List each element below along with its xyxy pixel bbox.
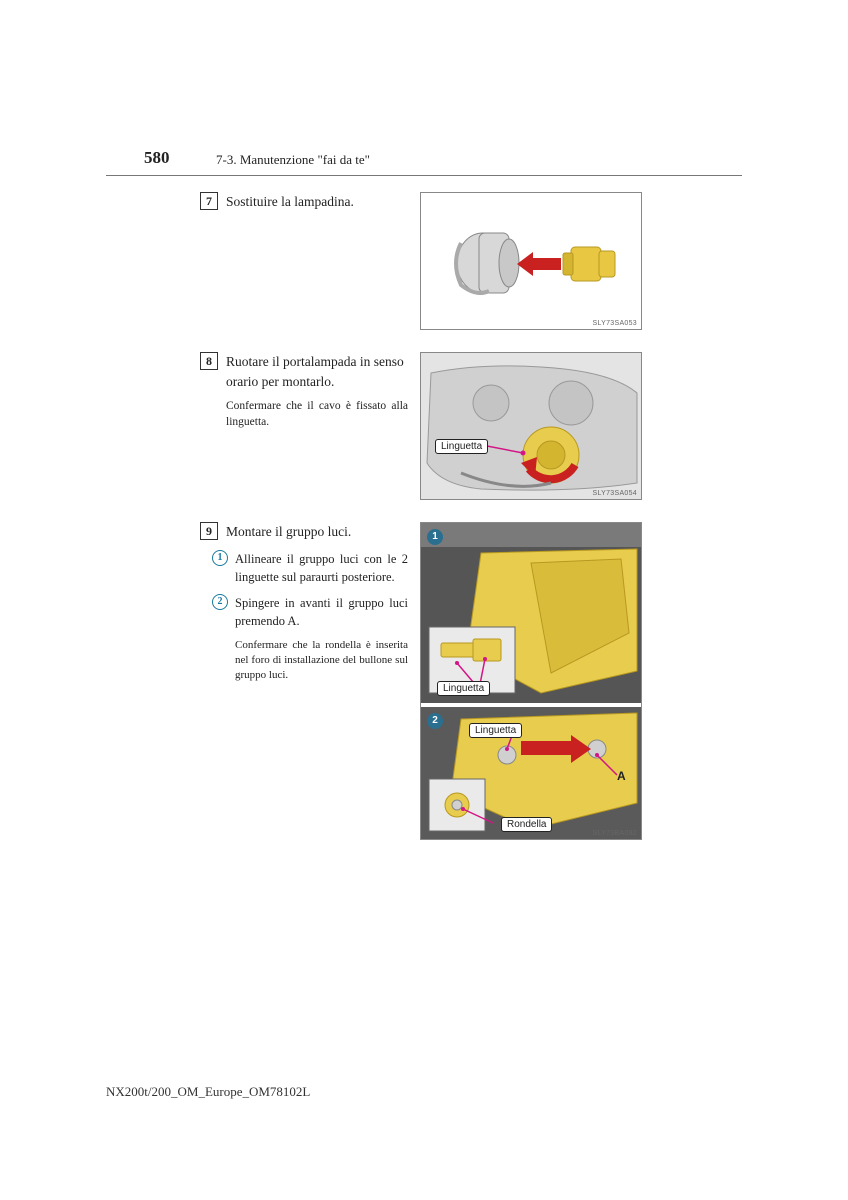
section-title: 7-3. Manutenzione "fai da te" — [216, 152, 370, 168]
callout-linguetta-1: Linguetta — [437, 681, 490, 696]
sub-number: 2 — [212, 594, 228, 610]
step-8: 8 Ruotare il portalampada in senso orari… — [200, 352, 742, 500]
step-9-text: Montare il gruppo luci. — [226, 522, 351, 542]
figure-code: SLY73SA053 — [592, 320, 637, 327]
step-number-box: 7 — [200, 192, 218, 210]
page-number: 580 — [144, 148, 170, 168]
page-header: 580 7-3. Manutenzione "fai da te" — [106, 148, 742, 176]
figure-8-svg — [421, 353, 641, 499]
step-7-text-col: 7 Sostituire la lampadina. — [200, 192, 420, 212]
step-number-box: 9 — [200, 522, 218, 540]
content-area: 7 Sostituire la lampadina. — [200, 192, 742, 862]
sub-number: 1 — [212, 550, 228, 566]
step-number-box: 8 — [200, 352, 218, 370]
step-9-text-col: 9 Montare il gruppo luci. 1 Allineare il… — [200, 522, 420, 683]
figure-code: SLY73SA054 — [592, 490, 637, 497]
callout-linguetta-2: Linguetta — [469, 723, 522, 738]
step-9-sub-1: 1 Allineare il gruppo luci con le 2 ling… — [200, 550, 408, 586]
panel-number-1: 1 — [427, 529, 443, 545]
figure-9: 1 2 Linguetta Linguetta A Rondella SLY73… — [420, 522, 642, 840]
callout-linguetta: Linguetta — [435, 439, 488, 454]
figure-code: SLY73BA092 — [592, 830, 637, 837]
figure-8: Linguetta SLY73SA054 — [420, 352, 642, 500]
step-8-text: Ruotare il portalampada in senso orario … — [226, 352, 408, 391]
callout-rondella: Rondella — [501, 817, 552, 832]
step-8-text-col: 8 Ruotare il portalampada in senso orari… — [200, 352, 420, 430]
callout-a: A — [617, 769, 626, 783]
page: 580 7-3. Manutenzione "fai da te" 7 Sost… — [0, 0, 848, 1200]
sub-1-text: Allineare il gruppo luci con le 2 lingue… — [235, 550, 408, 586]
step-7-text: Sostituire la lampadina. — [226, 192, 354, 212]
figure-7-svg — [421, 193, 641, 329]
document-code: NX200t/200_OM_Europe_OM78102L — [106, 1084, 310, 1100]
step-7: 7 Sostituire la lampadina. — [200, 192, 742, 330]
figure-7: SLY73SA053 — [420, 192, 642, 330]
step-9-sub-2: 2 Spingere in avanti il gruppo luci prem… — [200, 594, 408, 630]
step-8-note: Confermare che il cavo è fissato alla li… — [200, 399, 408, 430]
step-9-subnote: Confermare che la rondella è inserita ne… — [200, 638, 408, 683]
step-9: 9 Montare il gruppo luci. 1 Allineare il… — [200, 522, 742, 840]
sub-2-text: Spingere in avanti il gruppo luci premen… — [235, 594, 408, 630]
panel-number-2: 2 — [427, 713, 443, 729]
